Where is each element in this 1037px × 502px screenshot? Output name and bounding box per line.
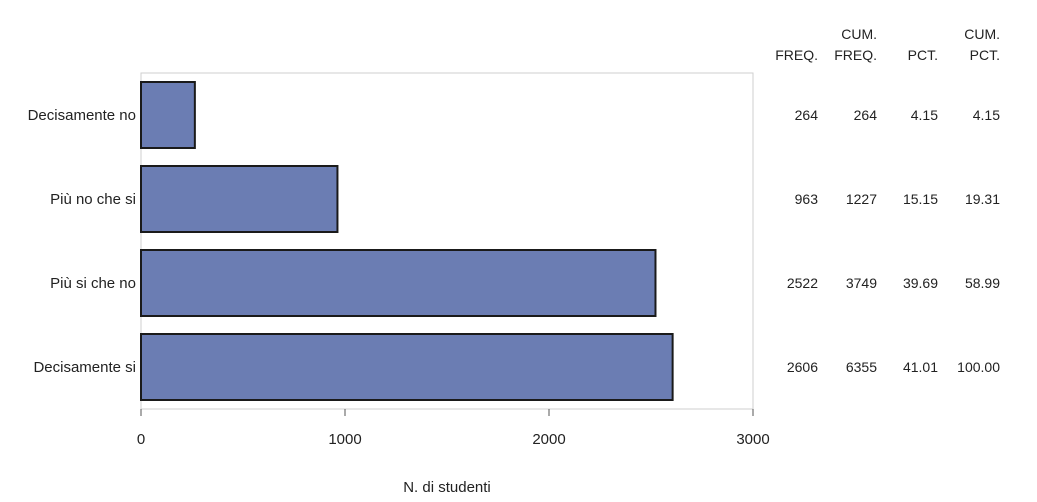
x-tick-label: 3000: [736, 431, 769, 448]
table-cell: 6355: [846, 359, 877, 375]
bars-group: [140, 81, 674, 401]
x-tick-label: 1000: [328, 431, 361, 448]
table-cell: 2606: [787, 359, 818, 375]
table-header-line1: CUM.: [841, 26, 877, 42]
table-cell: 264: [854, 107, 878, 123]
table-cell: 41.01: [903, 359, 938, 375]
x-axis-ticks: 0 1000 2000 3000: [137, 409, 770, 448]
table-cell: 58.99: [965, 275, 1000, 291]
table-cell: 963: [795, 191, 819, 207]
x-tick-label: 0: [137, 431, 145, 448]
category-label: Più no che si: [50, 191, 136, 208]
table-cell: 2522: [787, 275, 818, 291]
table-cell: 19.31: [965, 191, 1000, 207]
table-cell: 3749: [846, 275, 877, 291]
table-cell: 4.15: [973, 107, 1000, 123]
table-cell: 1227: [846, 191, 877, 207]
table-header-line2: FREQ.: [834, 47, 877, 63]
category-labels: Decisamente no Più no che si Più si che no…: [28, 107, 136, 376]
table-cell: 15.15: [903, 191, 938, 207]
table-header-line2: PCT.: [908, 47, 938, 63]
x-tick-label: 2000: [532, 431, 565, 448]
bar: [140, 249, 657, 317]
table-header-line2: FREQ.: [775, 47, 818, 63]
table-cell: 100.00: [957, 359, 1000, 375]
table-cell: 39.69: [903, 275, 938, 291]
category-label: Decisamente no: [28, 107, 136, 124]
x-axis-label: N. di studenti: [403, 479, 491, 496]
table-cells: 264 264 4.15 4.15 963 1227 15.15 19.31 2522 3749 3…: [787, 107, 1000, 375]
bar: [140, 81, 196, 149]
category-label: Decisamente si: [33, 359, 136, 376]
bar: [140, 165, 339, 233]
table-header-line1: CUM.: [964, 26, 1000, 42]
table-header-line2: PCT.: [970, 47, 1000, 63]
category-label: Più si che no: [50, 275, 136, 292]
table-cell: 4.15: [911, 107, 938, 123]
table-headers: FREQ. CUM. FREQ. PCT. CUM. PCT.: [775, 26, 1000, 63]
bar: [140, 333, 674, 401]
table-cell: 264: [795, 107, 819, 123]
